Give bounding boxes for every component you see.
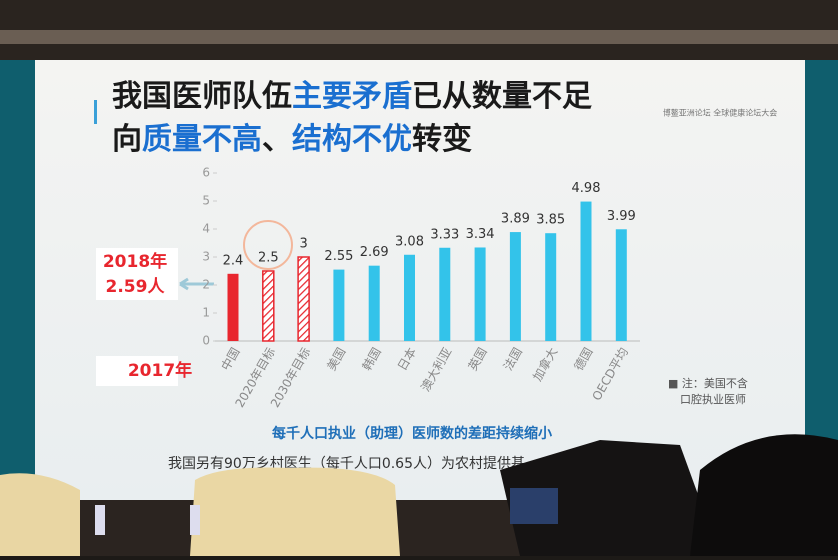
- title-line: 向质量不高、结构不优转变: [112, 122, 472, 157]
- y-tick-label: 3: [202, 250, 210, 264]
- bar: [545, 233, 557, 341]
- value-label: 2.55: [324, 249, 353, 264]
- value-label: 2.4: [223, 253, 244, 268]
- y-tick-label: 2: [202, 278, 210, 292]
- chair: [190, 467, 400, 556]
- bar: [262, 270, 275, 342]
- annotation-box: [96, 248, 178, 300]
- annotation-box: [96, 356, 178, 386]
- ceiling-light: [0, 30, 838, 44]
- camera: [500, 440, 700, 556]
- bar: [297, 256, 310, 342]
- value-label: 3.99: [607, 209, 636, 224]
- value-label: 3.08: [395, 234, 424, 249]
- title-segment: 主要矛盾: [292, 79, 412, 114]
- y-tick-label: 4: [202, 222, 210, 236]
- title-marker: [94, 100, 97, 124]
- bar: [368, 265, 380, 341]
- value-label: 3.89: [501, 212, 530, 227]
- bar: [580, 201, 592, 341]
- arrow: [179, 277, 214, 291]
- value-label: 3.33: [430, 227, 459, 242]
- title-line: 我国医师队伍主要矛盾已从数量不足: [112, 79, 592, 114]
- title-segment: 我国医师队伍: [112, 79, 292, 114]
- bar: [439, 247, 451, 341]
- y-tick-label: 6: [202, 166, 210, 180]
- y-tick-label: 5: [202, 194, 210, 208]
- y-tick-label: 0: [202, 334, 210, 348]
- value-label: 3: [299, 237, 307, 252]
- bar: [227, 273, 239, 341]
- bar: [474, 247, 486, 341]
- bottle: [95, 505, 105, 535]
- bar: [615, 229, 627, 341]
- title-segment: 已从数量不足: [412, 79, 592, 114]
- note: 口腔执业医师: [680, 392, 746, 406]
- title-segment: 、: [262, 122, 292, 157]
- value-label: 2.5: [258, 251, 279, 266]
- y-tick-label: 1: [202, 306, 210, 320]
- annotation: 2.59人: [106, 277, 166, 297]
- bar: [333, 269, 345, 341]
- value-label: 3.34: [466, 227, 495, 242]
- camera-operator: [690, 434, 838, 556]
- bar: [509, 232, 521, 341]
- title-segment: 质量不高: [142, 122, 262, 157]
- value-label: 2.69: [360, 245, 389, 260]
- value-label: 4.98: [572, 181, 601, 196]
- annotation: 2018年: [103, 251, 167, 272]
- camera-screen: [510, 488, 558, 524]
- highlight-circle: [243, 220, 293, 270]
- logo: 博鳌亚洲论坛 全球健康论坛大会: [663, 108, 778, 118]
- bar: [404, 254, 415, 341]
- title-segment: 转变: [412, 122, 472, 157]
- subtitle: 每千人口执业（助理）医师数的差距持续缩小: [272, 425, 552, 442]
- title-segment: 结构不优: [292, 122, 412, 157]
- note: ■ 注：美国不含: [668, 376, 748, 390]
- bottle: [190, 505, 200, 535]
- value-label: 3.85: [536, 213, 565, 228]
- annotation: 2017年: [128, 360, 192, 381]
- title-segment: 向: [112, 122, 142, 157]
- chair: [0, 473, 80, 556]
